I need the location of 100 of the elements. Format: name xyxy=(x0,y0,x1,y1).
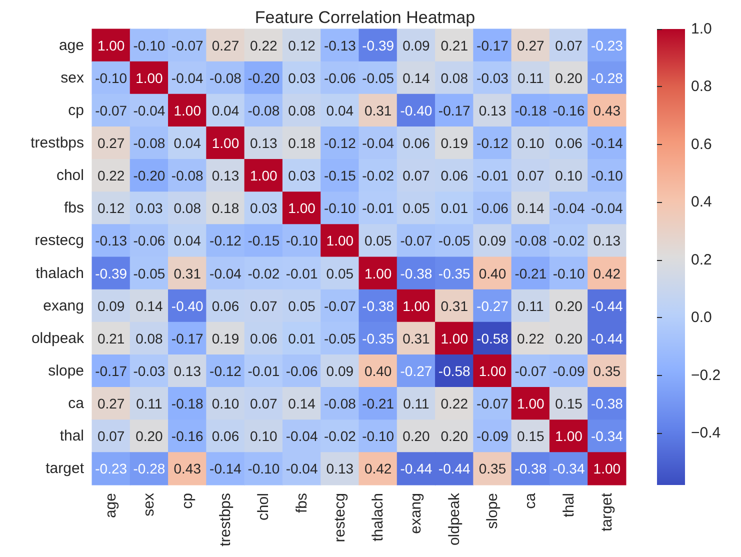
data-label: 1.00 xyxy=(364,265,392,282)
data-label: 0.40 xyxy=(364,363,392,379)
data-label: 0.12 xyxy=(97,200,125,216)
data-label: -0.39 xyxy=(95,265,128,282)
data-label: -0.27 xyxy=(476,298,509,314)
data-label: 0.01 xyxy=(288,330,316,346)
data-label: 0.09 xyxy=(97,298,125,314)
data-label: -0.07 xyxy=(95,102,128,118)
data-label: 0.10 xyxy=(250,428,278,444)
data-label: 0.27 xyxy=(517,37,544,54)
data-label: -0.03 xyxy=(133,363,166,379)
data-label: -0.21 xyxy=(362,396,394,412)
data-label: -0.05 xyxy=(133,265,166,282)
data-label: 0.13 xyxy=(212,168,240,184)
data-label: 0.10 xyxy=(555,168,583,184)
data-label: 0.08 xyxy=(440,70,468,86)
data-label: -0.09 xyxy=(476,428,509,444)
data-label: -0.20 xyxy=(248,70,280,86)
data-label: -0.13 xyxy=(324,37,356,54)
data-label: 0.09 xyxy=(478,232,506,249)
data-label: 0.14 xyxy=(402,70,430,86)
data-label: 0.31 xyxy=(440,298,468,314)
data-label: 0.43 xyxy=(174,460,202,477)
data-label: -0.10 xyxy=(552,265,585,282)
y-tick-label: age xyxy=(58,36,84,54)
data-label: 0.35 xyxy=(593,363,621,379)
data-label: 0.10 xyxy=(517,135,544,151)
data-label: 1.00 xyxy=(97,37,125,54)
x-tick-label: slope xyxy=(484,493,501,529)
x-tick-label: fbs xyxy=(293,493,310,514)
color-bar-label: 0.0 xyxy=(691,309,712,326)
data-label: 0.21 xyxy=(97,330,125,346)
y-tick-label: cp xyxy=(68,102,84,119)
data-label: 0.19 xyxy=(212,330,240,346)
data-label: -0.06 xyxy=(133,232,166,249)
data-label: 0.19 xyxy=(440,135,468,151)
data-label: -0.04 xyxy=(590,200,624,216)
data-label: 0.06 xyxy=(212,298,240,314)
y-tick-label: restecg xyxy=(34,232,84,250)
data-label: 0.06 xyxy=(212,428,240,444)
data-label: 1.00 xyxy=(593,460,621,477)
data-label: -0.01 xyxy=(248,363,280,379)
data-label: -0.58 xyxy=(438,363,471,379)
data-label: 0.10 xyxy=(212,396,240,412)
x-tick-label: target xyxy=(598,492,616,532)
data-label: -0.34 xyxy=(590,428,624,444)
y-tick-label: sex xyxy=(60,69,84,86)
data-label: 0.03 xyxy=(136,200,164,216)
data-label: 0.13 xyxy=(174,363,202,379)
data-label: -0.06 xyxy=(286,363,318,379)
y-tick-label: chol xyxy=(56,167,84,184)
color-bar-label: 1.0 xyxy=(691,20,712,38)
data-label: 0.20 xyxy=(555,70,583,86)
data-label: 0.31 xyxy=(174,265,202,282)
data-label: -0.23 xyxy=(95,460,128,477)
color-bar-label: −0.4 xyxy=(691,424,721,442)
y-tick-label: ca xyxy=(68,395,85,412)
data-label: 0.31 xyxy=(402,330,430,346)
data-label: 0.15 xyxy=(517,428,544,444)
data-label: -0.23 xyxy=(590,37,624,54)
data-label: -0.44 xyxy=(438,460,471,477)
data-label: 0.03 xyxy=(250,200,278,216)
data-label: -0.10 xyxy=(133,37,166,54)
data-label: -0.01 xyxy=(286,265,318,282)
data-label: -0.12 xyxy=(210,363,242,379)
y-tick-label: thal xyxy=(60,428,84,445)
data-label: 0.05 xyxy=(288,298,316,314)
data-label: -0.02 xyxy=(324,428,356,444)
data-label: 0.09 xyxy=(402,37,430,54)
data-label: -0.04 xyxy=(171,70,204,86)
data-label: -0.10 xyxy=(248,460,280,477)
data-label: -0.04 xyxy=(210,265,242,282)
data-label: -0.28 xyxy=(590,70,624,86)
data-label: -0.44 xyxy=(400,460,432,477)
data-label: -0.05 xyxy=(324,330,356,346)
data-label: -0.12 xyxy=(210,232,242,249)
data-label: -0.10 xyxy=(286,232,318,249)
data-label: 0.35 xyxy=(478,460,506,477)
data-label: -0.09 xyxy=(552,363,585,379)
data-label: 0.08 xyxy=(136,330,164,346)
x-tick-label: cp xyxy=(178,493,196,509)
data-label: 0.40 xyxy=(478,265,506,282)
data-label: 0.13 xyxy=(250,135,278,151)
data-label: -0.02 xyxy=(362,168,394,184)
data-label: -0.01 xyxy=(362,200,394,216)
data-label: 0.08 xyxy=(288,102,316,118)
data-label: 0.22 xyxy=(97,168,125,184)
data-label: -0.21 xyxy=(514,265,547,282)
data-label: 0.03 xyxy=(288,70,316,86)
data-label: 0.22 xyxy=(250,37,278,54)
data-label: -0.08 xyxy=(133,135,166,151)
data-label: 0.06 xyxy=(440,168,468,184)
data-label: -0.06 xyxy=(324,70,356,86)
data-label: 0.43 xyxy=(593,102,621,118)
data-label: 0.14 xyxy=(288,396,316,412)
data-label: -0.40 xyxy=(400,102,432,118)
data-label: 0.14 xyxy=(517,200,544,216)
data-label: -0.02 xyxy=(552,232,585,249)
data-label: -0.38 xyxy=(400,265,432,282)
data-label: -0.34 xyxy=(552,460,585,477)
